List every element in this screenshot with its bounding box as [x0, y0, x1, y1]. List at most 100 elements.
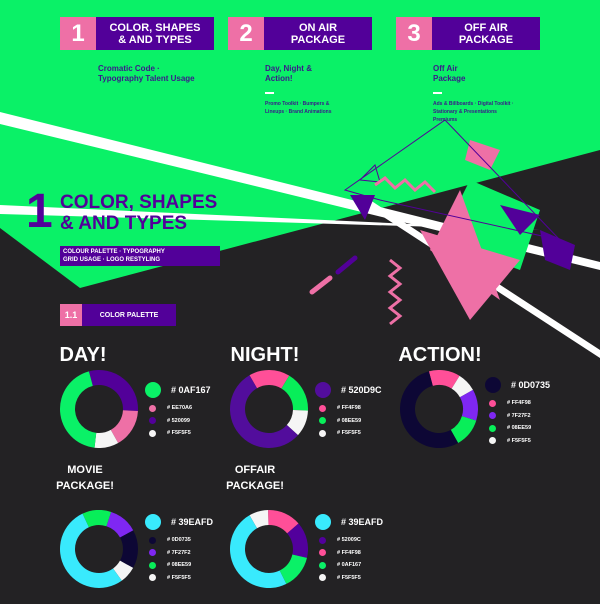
- step-number: 2: [228, 17, 264, 50]
- donut-segment: [287, 523, 308, 558]
- hex-label: # 0D0735: [167, 537, 191, 544]
- donut-segment: [279, 554, 307, 584]
- swatch: [489, 424, 496, 432]
- hex-label: # 7F27F2: [167, 549, 191, 556]
- zigzag: [387, 258, 403, 326]
- palette-legend: # 520D9C # FF4F98 # 08EE59 # F5F5F5: [315, 380, 382, 440]
- swatch: [319, 561, 326, 569]
- hex-label: # 08EE59: [167, 562, 192, 569]
- donut-segment: [281, 375, 308, 411]
- donut-segment: [106, 511, 134, 538]
- hex-label: # 52009C: [337, 537, 361, 544]
- palette-legend: # 39EAFD # 0D0735 # 7F27F2 # 08EE59 # F5F5F5: [145, 512, 213, 584]
- donut-chart: [230, 510, 308, 588]
- donut-chart: [60, 510, 138, 588]
- swatch: [149, 536, 156, 544]
- palette-title: ACTION!: [398, 344, 482, 366]
- palette-title: DAY!: [59, 344, 107, 366]
- legend-main: # 0D0735: [485, 375, 550, 395]
- swatch: [319, 536, 326, 544]
- swatch: [319, 574, 326, 582]
- legend-item: # 7F27F2: [145, 547, 213, 560]
- hex-label: # EE70A6: [167, 405, 193, 412]
- hex-label: # 08EE59: [337, 417, 362, 424]
- legend-item: # F5F5F5: [315, 427, 382, 440]
- donut-segment: [110, 410, 138, 443]
- swatch: [149, 561, 156, 569]
- swatch: [145, 514, 161, 530]
- legend-item: # FF4F98: [315, 547, 383, 560]
- swatch: [319, 404, 326, 412]
- donut-segment: [451, 375, 473, 398]
- step-3-desc: Off Air Package Ads & Billboards · Digit…: [433, 64, 513, 124]
- legend-item: # 08EE59: [315, 415, 382, 428]
- donut-segment: [94, 429, 119, 448]
- donut-segment: [113, 560, 134, 581]
- legend-item: # 0D0735: [145, 534, 213, 547]
- hex-label: # F5F5F5: [337, 574, 361, 581]
- step-1-desc: Cromatic Code · Typography Talent Usage: [98, 64, 195, 83]
- legend-item: # 0AF167: [315, 559, 383, 572]
- donut-chart: [230, 370, 308, 448]
- divider: [265, 92, 274, 94]
- hex-label: # 0AF167: [337, 562, 362, 569]
- detail-text: Promo Toolkit · Bumpers & Lineups · Bran…: [265, 101, 332, 115]
- hex-label: # 08EE59: [507, 425, 532, 432]
- step-3: 3 OFF AIR PACKAGE: [396, 17, 540, 50]
- donut-segment: [249, 370, 290, 389]
- swatch: [145, 382, 161, 398]
- donut-segment: [428, 370, 460, 389]
- legend-item: # FF4F98: [315, 402, 382, 415]
- step-number: 1: [60, 17, 96, 50]
- hex-label: # 7F27F2: [507, 412, 531, 419]
- legend-item: # F5F5F5: [145, 572, 213, 585]
- outline-triangle: [343, 119, 562, 241]
- swatch: [489, 437, 496, 445]
- swatch: [315, 382, 331, 398]
- tags-line: GRID USAGE · LOGO RESTYLING: [63, 257, 161, 263]
- donut-segment: [60, 371, 97, 448]
- swatch: [315, 514, 331, 530]
- hex-label: # F5F5F5: [337, 430, 361, 437]
- purple-shape: [540, 230, 575, 270]
- legend-item: # F5F5F5: [485, 435, 550, 448]
- hex-label: # 520099: [167, 417, 190, 424]
- subsection-header: 1.1 COLOR PALETTE: [60, 304, 176, 326]
- legend-item: # 52009C: [315, 534, 383, 547]
- donut-segment: [286, 410, 308, 436]
- hex-label: # 39EAFD: [171, 517, 214, 527]
- legend-main: # 39EAFD: [315, 512, 383, 532]
- donut-segment: [88, 370, 138, 412]
- legend-item: # 7F27F2: [485, 410, 550, 423]
- subsection-number: 1.1: [60, 304, 82, 326]
- step-2: 2 ON AIR PACKAGE: [228, 17, 372, 50]
- subsection-label: COLOR PALETTE: [82, 304, 176, 326]
- legend-item: # EE70A6: [145, 402, 211, 415]
- donut-segment: [400, 371, 459, 448]
- palette-legend: # 0AF167 # EE70A6 # 520099 # F5F5F5: [145, 380, 211, 440]
- swatch: [149, 574, 156, 582]
- hex-label: # 0D0735: [511, 380, 551, 390]
- legend-item: # F5F5F5: [315, 572, 383, 585]
- donut-chart: [400, 370, 478, 448]
- donut-segment: [82, 510, 112, 528]
- hex-label: # 0AF167: [171, 385, 211, 395]
- detail-text: Ads & Billboards · Digital Toolkit · Sta…: [433, 101, 514, 123]
- palette-title: OFFAIR PACKAGE!: [226, 464, 284, 492]
- legend-item: # 08EE59: [145, 559, 213, 572]
- section-tags: COLOUR PALETTE · TYPOGRAPHY GRID USAGE ·…: [60, 246, 220, 266]
- purple-triangle: [500, 205, 540, 235]
- donut-segment: [230, 515, 287, 588]
- donut-segment: [249, 510, 269, 529]
- pink-square: [465, 140, 500, 170]
- step-2-desc: Day, Night & Action! Promo Toolkit · Bum…: [265, 64, 331, 116]
- hex-label: # F5F5F5: [167, 574, 191, 581]
- swatch: [149, 417, 156, 425]
- swatch: [149, 429, 156, 437]
- swatch: [489, 412, 496, 420]
- step-label: COLOR, SHAPES & AND TYPES: [96, 17, 214, 50]
- desc-text: Off Air Package: [433, 64, 466, 83]
- hex-label: # 39EAFD: [341, 517, 384, 527]
- step-label: ON AIR PACKAGE: [264, 17, 372, 50]
- donut-segment: [119, 530, 138, 568]
